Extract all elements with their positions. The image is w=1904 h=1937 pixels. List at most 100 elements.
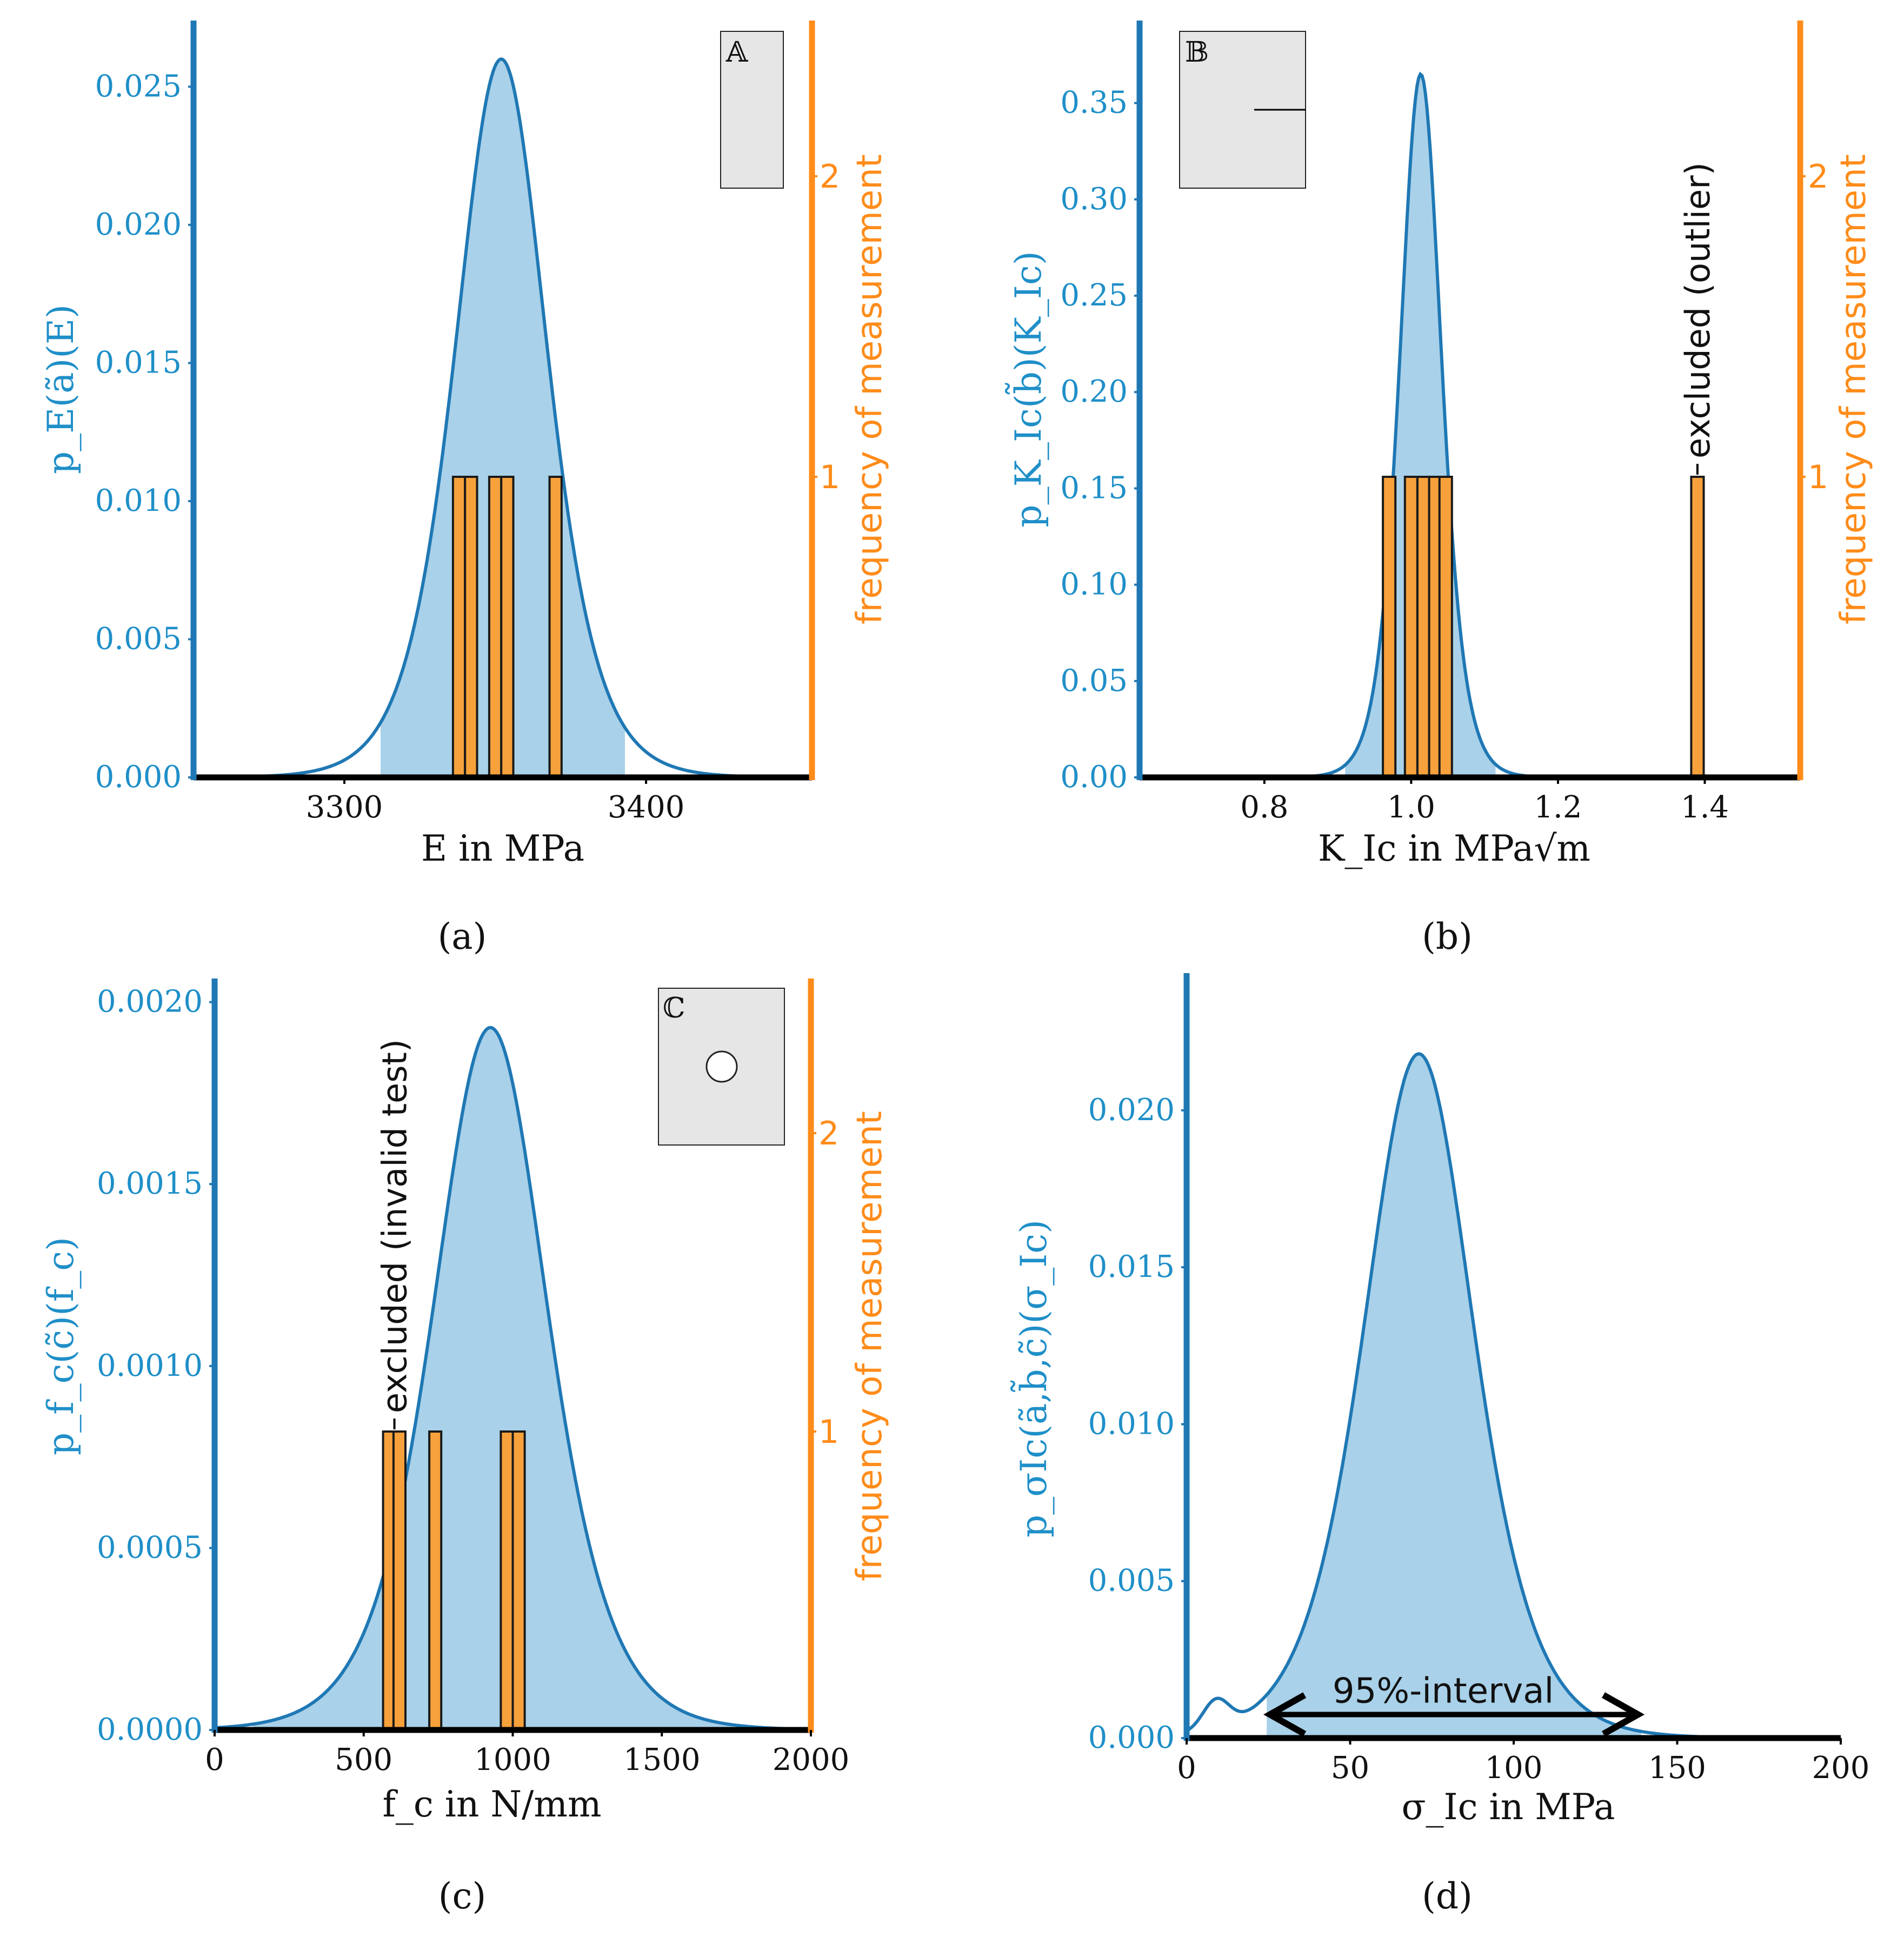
panel-d: 0.000 0.005 0.010 0.015 0.020 0 50 100 150 200 95… bbox=[1010, 973, 1870, 1917]
panel-d-xtick-label: 50 bbox=[1331, 1750, 1369, 1786]
panel-c-curve bbox=[214, 1026, 811, 1731]
panel-c-xtick-label: 1000 bbox=[474, 1742, 551, 1778]
panel-c-ylabel: p_f_c(c̃)(f_c) bbox=[40, 1237, 82, 1455]
panel-b-bar-4 bbox=[1438, 476, 1453, 778]
panel-a-density-fill bbox=[381, 59, 625, 777]
panel-a-ytick-label: 0.015 bbox=[95, 345, 182, 380]
panel-d-ytick-label: 0.000 bbox=[1088, 1720, 1175, 1755]
panel-a-caption: (a) bbox=[438, 916, 487, 957]
inset-a-box bbox=[720, 31, 784, 189]
panel-d-ylabel: p_σIc(ã,b̃,c̃)(σ_Ic) bbox=[1010, 1220, 1055, 1537]
panel-a-bar-0 bbox=[451, 476, 467, 778]
inset-b-label: 𝔹 bbox=[1185, 36, 1209, 69]
panel-b-ytick-label: 0.05 bbox=[1060, 663, 1128, 698]
panel-b-fill bbox=[1345, 74, 1496, 778]
panel-c-ticks: 0.0000 0.0005 0.0010 0.0015 0.0020 0 500 1000 15… bbox=[97, 984, 849, 1778]
panel-c-annotation-text: excluded (invalid test) bbox=[375, 1039, 415, 1413]
panel-b-bar-2 bbox=[1416, 476, 1431, 778]
panel-a-ytick-label: 0.025 bbox=[95, 69, 182, 104]
panel-b-ytick-label: 0.15 bbox=[1060, 470, 1128, 505]
panel-c-y2tick-label: 2 bbox=[818, 1115, 839, 1153]
panel-d-xlabel: σ_Ic in MPa bbox=[1401, 1786, 1615, 1828]
panel-d-ytick-label: 0.015 bbox=[1088, 1249, 1175, 1284]
panel-c-xtick-label: 0 bbox=[205, 1742, 224, 1778]
panel-b-y2tick-label: 2 bbox=[1808, 158, 1828, 196]
panel-b-ytick-label: 0.00 bbox=[1060, 760, 1128, 795]
panel-c-ytick-label: 0.0005 bbox=[97, 1530, 203, 1565]
panel-d-interval-arrow-left bbox=[1263, 1692, 1307, 1737]
panel-a-axes bbox=[190, 21, 815, 781]
panel-b-bars bbox=[1382, 476, 1705, 778]
panel-a-bar-4 bbox=[548, 476, 563, 778]
panel-a-ylabel: p_E(ã)(E) bbox=[40, 304, 82, 474]
inset-a-label: 𝔸 bbox=[725, 36, 748, 69]
panel-d-xtick-label: 100 bbox=[1485, 1750, 1543, 1786]
panel-c-density-curve bbox=[214, 1026, 811, 1731]
panel-a-bar-1 bbox=[464, 476, 478, 778]
panel-b-axes bbox=[1136, 21, 1803, 781]
panel-a-xtick-label: 3300 bbox=[306, 790, 383, 825]
inset-c-box bbox=[658, 988, 785, 1146]
panel-c-y2tick-label: 1 bbox=[818, 1413, 839, 1451]
panel-b-ytick-label: 0.20 bbox=[1060, 374, 1128, 409]
panel-b-density-fill bbox=[1345, 74, 1496, 778]
inset-c-hole bbox=[705, 1050, 738, 1083]
panel-a-fill bbox=[381, 59, 625, 777]
inset-b: 𝔹 bbox=[1179, 31, 1306, 189]
panel-b-xtick-label: 1.2 bbox=[1534, 790, 1582, 825]
panel-c-ytick-label: 0.0000 bbox=[97, 1712, 203, 1747]
panel-c-bar-3 bbox=[500, 1430, 514, 1731]
panel-a-y2tick-label: 1 bbox=[820, 458, 840, 496]
panel-c-xtick-label: 1500 bbox=[623, 1742, 701, 1778]
panel-a-ytick-label: 0.010 bbox=[95, 483, 182, 518]
inset-c: ℂ bbox=[658, 988, 785, 1146]
panel-d-fill bbox=[1267, 1054, 1641, 1738]
panel-b-ylabel: p_K_Ic(b̃)(K_Ic) bbox=[1005, 251, 1049, 527]
panel-b-annotation: excluded (outlier) bbox=[1678, 162, 1717, 475]
panel-a-density-curve bbox=[193, 57, 812, 779]
panel-d-xtick-label: 200 bbox=[1812, 1750, 1870, 1786]
panel-b: 0.00 0.05 0.10 0.15 0.20 0.25 0.30 0.35 0.8 1.0 1.… bbox=[1005, 21, 1874, 957]
panel-a-y2label: frequency of measurement bbox=[850, 154, 890, 624]
panel-d-xtick-label: 0 bbox=[1177, 1750, 1196, 1786]
panel-a-xlabel: E in MPa bbox=[421, 828, 584, 869]
panel-c-xtick-label: 500 bbox=[335, 1742, 392, 1778]
panel-b-xtick-label: 1.4 bbox=[1681, 790, 1729, 825]
panel-c-xtick-label: 2000 bbox=[773, 1742, 850, 1778]
panel-b-bar-5 bbox=[1690, 476, 1705, 778]
panel-c-y2label: frequency of measurement bbox=[850, 1111, 890, 1581]
inset-c-label: ℂ bbox=[663, 992, 685, 1024]
panel-d-interval-arrow-right bbox=[1602, 1692, 1645, 1737]
panel-a-ytick-label: 0.005 bbox=[95, 621, 182, 656]
inset-a: 𝔸 bbox=[720, 31, 784, 189]
panel-b-caption: (b) bbox=[1422, 916, 1473, 957]
panel-b-y2label: frequency of measurement bbox=[1834, 154, 1874, 624]
panel-a-ticks: 0.000 0.005 0.010 0.015 0.020 0.025 3300 3400 1 2 bbox=[95, 69, 841, 825]
panel-b-ytick-label: 0.30 bbox=[1060, 182, 1128, 217]
panel-b-ticks: 0.00 0.05 0.10 0.15 0.20 0.25 0.30 0.35 0.8 1.0 1.… bbox=[1060, 85, 1828, 825]
panel-d-ytick-label: 0.005 bbox=[1088, 1563, 1175, 1599]
panel-b-xtick-label: 0.8 bbox=[1240, 790, 1288, 825]
panel-b-xlabel: K_Ic in MPa√m bbox=[1318, 828, 1590, 869]
panel-a-ytick-label: 0.020 bbox=[95, 207, 182, 242]
panel-c-ytick-label: 0.0015 bbox=[97, 1166, 203, 1201]
panel-b-ytick-label: 0.35 bbox=[1060, 85, 1128, 121]
panel-a-ytick-label: 0.000 bbox=[95, 760, 182, 795]
panel-a-bar-3 bbox=[500, 476, 515, 778]
panel-c: 0.0000 0.0005 0.0010 0.0015 0.0020 0 500 1000 15… bbox=[40, 979, 890, 1917]
panel-a: 0.000 0.005 0.010 0.015 0.020 0.025 3300 3400 1 2… bbox=[40, 21, 890, 957]
panel-c-fill bbox=[253, 1027, 734, 1730]
panel-c-bar-1 bbox=[392, 1430, 407, 1731]
panel-d-ytick-label: 0.010 bbox=[1088, 1406, 1175, 1441]
panel-b-xtick-label: 1.0 bbox=[1387, 790, 1435, 825]
panel-b-annotation-text: excluded (outlier) bbox=[1678, 162, 1717, 458]
panel-c-bar-2 bbox=[428, 1430, 443, 1731]
panel-d-xtick-label: 150 bbox=[1648, 1750, 1706, 1786]
panel-a-bar-2 bbox=[488, 476, 503, 778]
panel-c-density-fill bbox=[253, 1027, 734, 1730]
panel-d-ytick-label: 0.020 bbox=[1088, 1093, 1175, 1128]
panel-d-density-fill bbox=[1267, 1054, 1641, 1738]
panel-c-bars bbox=[382, 1430, 526, 1731]
panel-c-bar-4 bbox=[511, 1430, 526, 1731]
